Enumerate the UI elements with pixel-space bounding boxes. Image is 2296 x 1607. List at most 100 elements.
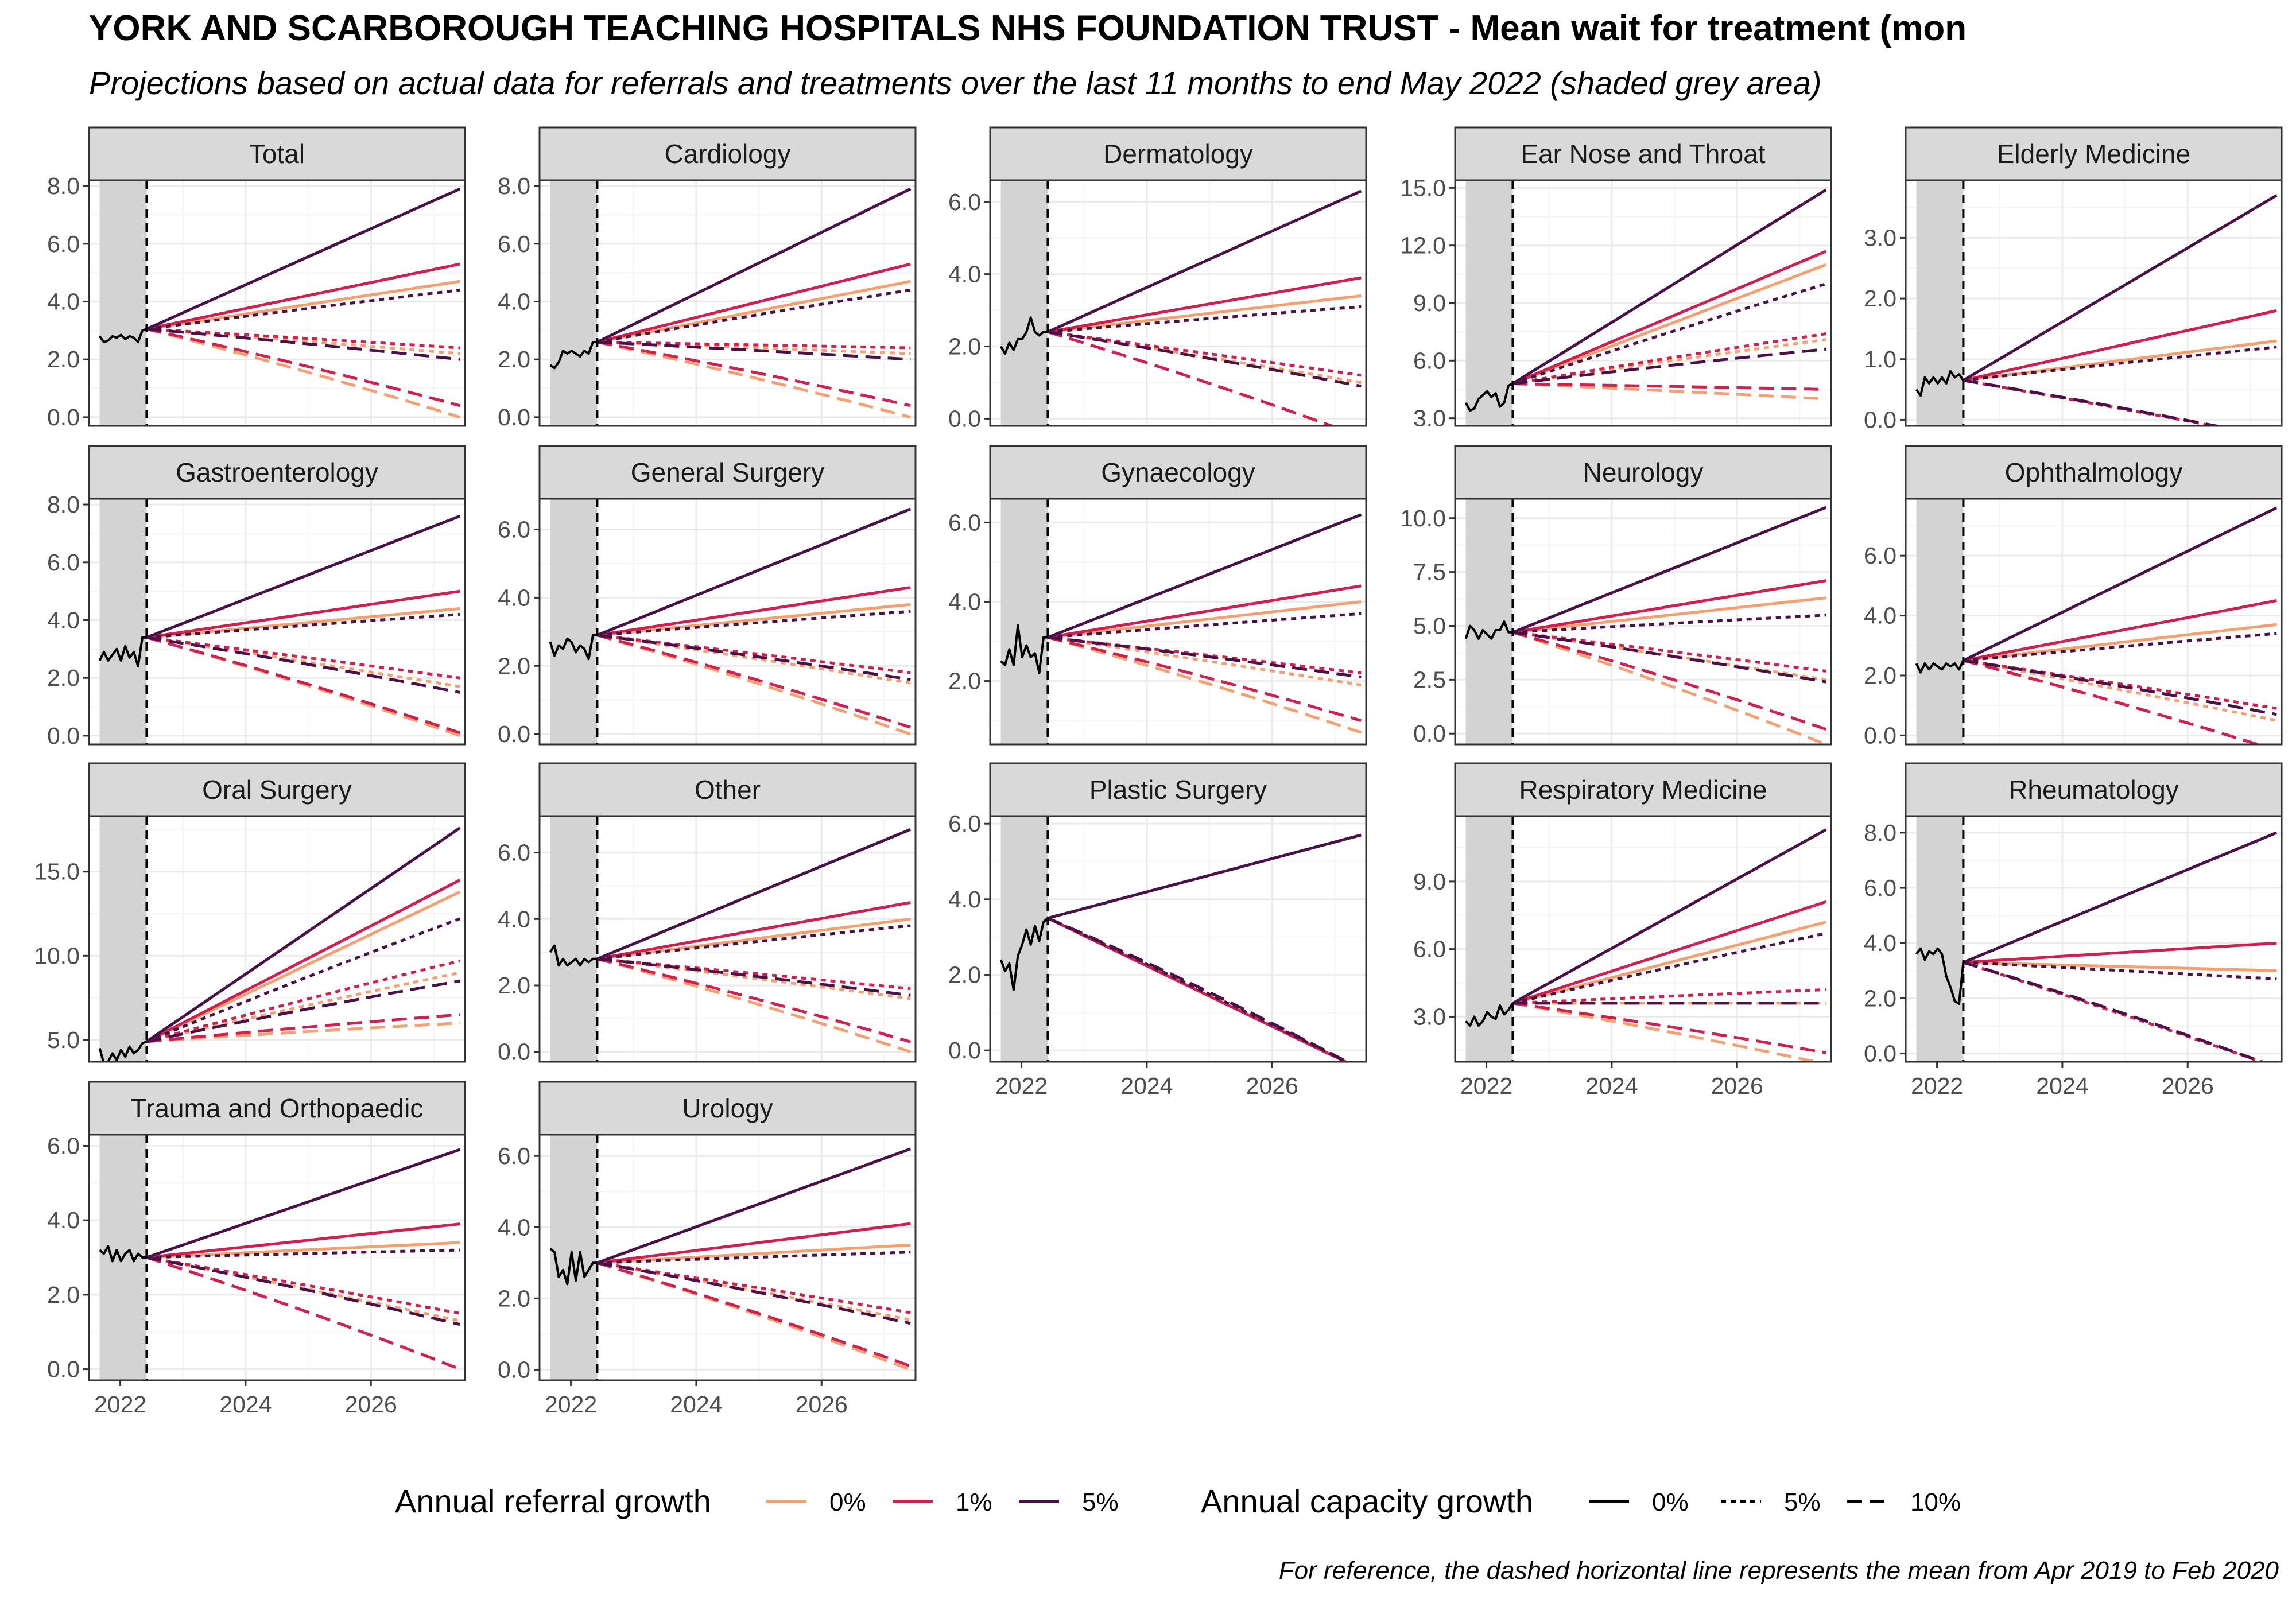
- legend-title-referral: Annual referral growth: [395, 1483, 711, 1519]
- y-tick-label: 0.0: [1413, 720, 1446, 747]
- series-line-referral-1-capacity-0: [1963, 309, 2277, 382]
- series-line-referral-5-capacity-5: [146, 1248, 460, 1259]
- panel-plastic-surgery: Plastic Surgery 0.0 2.0 4.0 6.0 2022 2024 2026: [948, 762, 1367, 1099]
- y-tick-label: 2.0: [948, 962, 981, 988]
- y-tick-label: 4.0: [498, 1214, 530, 1240]
- x-tick-label: 2026: [345, 1391, 397, 1418]
- series-line-referral-1-capacity-0: [597, 1222, 911, 1264]
- legend-label-referral-1: 1%: [956, 1488, 992, 1516]
- series-line-referral-1-capacity-10: [596, 1261, 912, 1368]
- panel-strip: [538, 126, 917, 181]
- series-line-referral-5-capacity-10: [1047, 917, 1350, 1062]
- panel-plot-area: [1906, 499, 2282, 744]
- panel-border: [88, 1134, 466, 1381]
- series-line-referral-5-capacity-0: [1963, 194, 2278, 382]
- panel-strip: [1905, 126, 2283, 181]
- y-tick-label: 0.0: [948, 405, 981, 432]
- series-line-referral-5-capacity-10: [597, 634, 911, 681]
- x-tick-label: 2026: [2162, 1073, 2214, 1099]
- series-line-referral-0-capacity-10: [1512, 631, 1827, 744]
- panel-plot-area: [89, 816, 465, 1062]
- x-tick-label: 2026: [796, 1391, 848, 1418]
- y-tick-label: 15.0: [34, 859, 80, 885]
- actual-series-line: [1465, 1002, 1514, 1027]
- y-tick-label: 6.0: [47, 549, 80, 576]
- actual-series-line: [98, 328, 148, 343]
- panel-title: Rheumatology: [2008, 775, 2179, 805]
- actual-series-line: [549, 1247, 598, 1286]
- y-tick-label: 1.0: [1864, 346, 1896, 372]
- series-line-referral-5-capacity-0: [596, 187, 912, 344]
- y-tick-label: 10.0: [34, 942, 80, 969]
- y-tick-label: 6.0: [1864, 542, 1896, 569]
- series-line-referral-5-capacity-0: [596, 507, 912, 637]
- series-line-referral-5-capacity-0: [596, 828, 912, 961]
- series-line-referral-5-capacity-10: [596, 1261, 911, 1325]
- y-tick-label: 8.0: [498, 173, 530, 199]
- series-line-referral-0-capacity-10: [1047, 636, 1362, 734]
- x-tick-label: 2024: [219, 1391, 272, 1418]
- y-tick-label: 0.0: [498, 404, 530, 430]
- panel-strip: [538, 1081, 917, 1136]
- panel-border: [1454, 815, 1832, 1063]
- series-line-referral-1-capacity-0: [596, 262, 911, 344]
- series-line-referral-1-capacity-0: [146, 589, 460, 639]
- legend-title-capacity: Annual capacity growth: [1201, 1483, 1533, 1519]
- panel-border: [88, 498, 466, 746]
- series-line-referral-5-capacity-0: [1963, 506, 2278, 662]
- x-tick-label: 2026: [1246, 1073, 1298, 1099]
- series-line-referral-5-capacity-10: [1512, 347, 1826, 385]
- series-line-referral-1-capacity-10: [1047, 331, 1336, 426]
- y-tick-label: 7.5: [1413, 559, 1446, 585]
- series-line-referral-5-capacity-0: [1047, 833, 1362, 920]
- y-tick-label: 9.0: [1413, 290, 1446, 316]
- panel-plot-area: [540, 1135, 916, 1380]
- x-tick-label: 2022: [1911, 1073, 1963, 1099]
- y-tick-label: 2.0: [47, 1282, 80, 1308]
- series-line-referral-5-capacity-10: [1048, 330, 1362, 388]
- series-line-referral-5-capacity-10: [1963, 961, 2266, 1062]
- series-line-referral-5-capacity-0: [146, 514, 461, 639]
- panel-plot-area: [1455, 180, 1831, 426]
- historic-shaded-area: [550, 180, 598, 426]
- panel-border: [989, 815, 1367, 1063]
- panel-border: [88, 179, 466, 427]
- panel-border: [538, 1134, 917, 1381]
- y-tick-label: 2.0: [498, 653, 530, 679]
- panel-general-surgery: General Surgery 0.0 2.0 4.0 6.0: [498, 445, 917, 747]
- series-line-referral-1-capacity-10: [146, 636, 461, 735]
- panel-plot-area: [540, 816, 916, 1062]
- y-tick-label: 0.0: [948, 1037, 981, 1063]
- chart-title: YORK AND SCARBOROUGH TEACHING HOSPITALS …: [89, 9, 1967, 48]
- y-tick-label: 6.0: [948, 509, 981, 535]
- y-tick-label: 6.0: [1864, 875, 1896, 901]
- series-line-referral-0-capacity-10: [1512, 382, 1826, 401]
- series-line-referral-1-capacity-10: [146, 1013, 460, 1043]
- series-line-referral-0-capacity-0: [1048, 600, 1362, 639]
- historic-shaded-area: [1000, 180, 1048, 426]
- panel-plot-area: [1455, 816, 1831, 1062]
- y-tick-label: 9.0: [1413, 868, 1446, 895]
- panel-total: Total 0.0 2.0 4.0 6.0 8.0: [47, 126, 466, 430]
- series-line-referral-1-capacity-10: [1512, 1002, 1826, 1054]
- actual-series-line: [549, 341, 598, 370]
- historic-shaded-area: [1000, 499, 1048, 744]
- y-tick-label: 2.0: [1864, 285, 1896, 312]
- y-tick-label: 2.0: [498, 1285, 530, 1311]
- panel-title: Oral Surgery: [202, 775, 352, 805]
- series-line-referral-5-capacity-5: [146, 917, 461, 1043]
- historic-shaded-area: [1465, 816, 1513, 1062]
- x-tick-label: 2022: [545, 1391, 597, 1418]
- panel-border: [1905, 179, 2283, 427]
- actual-series-line: [1464, 382, 1514, 412]
- y-tick-label: 0.0: [47, 404, 80, 430]
- x-tick-label: 2024: [2036, 1073, 2088, 1099]
- series-line-referral-1-capacity-10: [1512, 631, 1827, 731]
- panel-ophthalmology: Ophthalmology 0.0 2.0 4.0 6.0: [1864, 445, 2283, 748]
- series-line-referral-5-capacity-10: [597, 957, 911, 997]
- panel-title: Total: [249, 139, 305, 169]
- series-line-referral-1-capacity-0: [1963, 599, 2277, 662]
- panel-title: Other: [695, 775, 761, 805]
- series-line-referral-1-capacity-0: [1512, 579, 1826, 634]
